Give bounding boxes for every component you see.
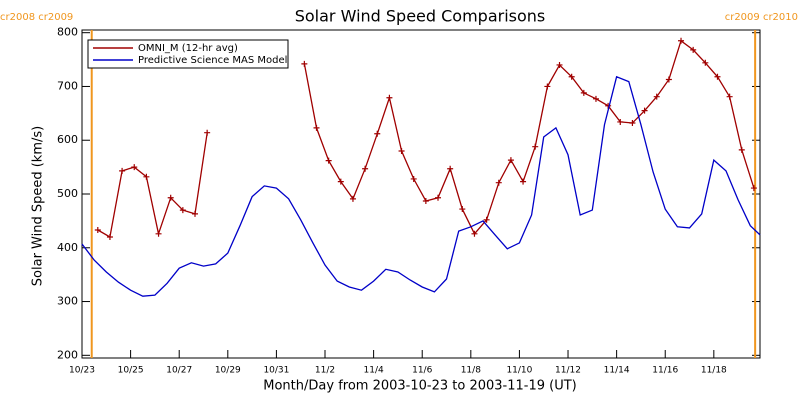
data-point: [568, 73, 575, 80]
data-point: [119, 167, 126, 174]
x-axis-label: Month/Day from 2003-10-23 to 2003-11-19 …: [263, 379, 576, 394]
data-point: [617, 118, 624, 125]
y-axis-label: Solar Wind Speed (km/s): [31, 126, 46, 286]
y-tick-label: 300: [57, 295, 78, 308]
data-point: [435, 194, 442, 201]
data-point: [507, 157, 514, 164]
data-point: [678, 37, 685, 44]
x-tick-label: 10/23: [69, 366, 95, 376]
data-point: [143, 173, 150, 180]
data-point: [131, 164, 138, 171]
data-point: [349, 195, 356, 202]
chart-title: Solar Wind Speed Comparisons: [295, 7, 546, 26]
x-tick-label: 11/12: [555, 366, 581, 376]
x-tick-label: 11/18: [701, 366, 727, 376]
y-tick-label: 500: [57, 187, 78, 200]
x-tick-label: 10/27: [166, 366, 192, 376]
x-tick-label: 11/2: [315, 366, 335, 376]
data-point: [167, 194, 174, 201]
data-point: [750, 185, 757, 192]
data-point: [301, 60, 308, 67]
data-point: [544, 83, 551, 90]
x-tick-label: 11/4: [364, 366, 384, 376]
y-tick-label: 700: [57, 79, 78, 92]
data-point: [471, 230, 478, 237]
data-point: [532, 143, 539, 150]
data-point: [580, 89, 587, 96]
data-point: [106, 234, 113, 241]
rotation-label: cr2008 cr2009: [0, 12, 73, 23]
x-tick-label: 10/29: [215, 366, 241, 376]
data-point: [179, 207, 186, 214]
rotation-label: cr2009 cr2010: [725, 12, 798, 23]
legend-box: [87, 39, 289, 69]
data-point: [592, 95, 599, 102]
data-point: [447, 165, 454, 172]
data-point: [204, 129, 211, 136]
data-point: [629, 120, 636, 127]
data-point: [410, 175, 417, 182]
x-tick-label: 11/14: [604, 366, 630, 376]
data-point: [738, 146, 745, 153]
data-point: [337, 178, 344, 185]
data-point: [726, 93, 733, 100]
data-point: [653, 93, 660, 100]
x-tick-label: 11/8: [461, 366, 481, 376]
y-tick-label: 600: [57, 133, 78, 146]
plot-frame: [81, 29, 761, 359]
data-point: [398, 147, 405, 154]
data-point: [94, 227, 101, 234]
data-point: [192, 210, 198, 217]
data-point: [459, 206, 466, 213]
data-point: [483, 216, 490, 223]
legend-label: OMNI_M (12-hr avg): [138, 43, 238, 54]
data-point: [325, 157, 332, 164]
data-point: [374, 130, 381, 137]
data-point: [702, 59, 709, 66]
data-point: [714, 73, 721, 80]
y-tick-label: 400: [57, 241, 78, 254]
data-point: [665, 76, 672, 83]
data-point: [495, 179, 502, 186]
data-point: [313, 124, 320, 131]
series-line: [97, 39, 755, 239]
data-point: [641, 107, 648, 114]
legend-label: Predictive Science MAS Model: [138, 55, 287, 66]
x-tick-label: 11/6: [412, 366, 432, 376]
data-point: [155, 230, 162, 237]
data-point: [556, 61, 563, 68]
data-point: [520, 178, 527, 185]
y-tick-label: 200: [57, 348, 78, 361]
x-tick-label: 11/10: [506, 366, 532, 376]
x-tick-label: 11/16: [652, 366, 678, 376]
data-point: [362, 165, 369, 172]
data-point: [386, 94, 393, 101]
x-tick-label: 10/25: [118, 366, 144, 376]
data-point: [422, 197, 429, 204]
x-tick-label: 10/31: [263, 366, 289, 376]
y-tick-label: 800: [57, 26, 78, 39]
series-line: [81, 75, 761, 297]
data-point: [690, 46, 697, 53]
